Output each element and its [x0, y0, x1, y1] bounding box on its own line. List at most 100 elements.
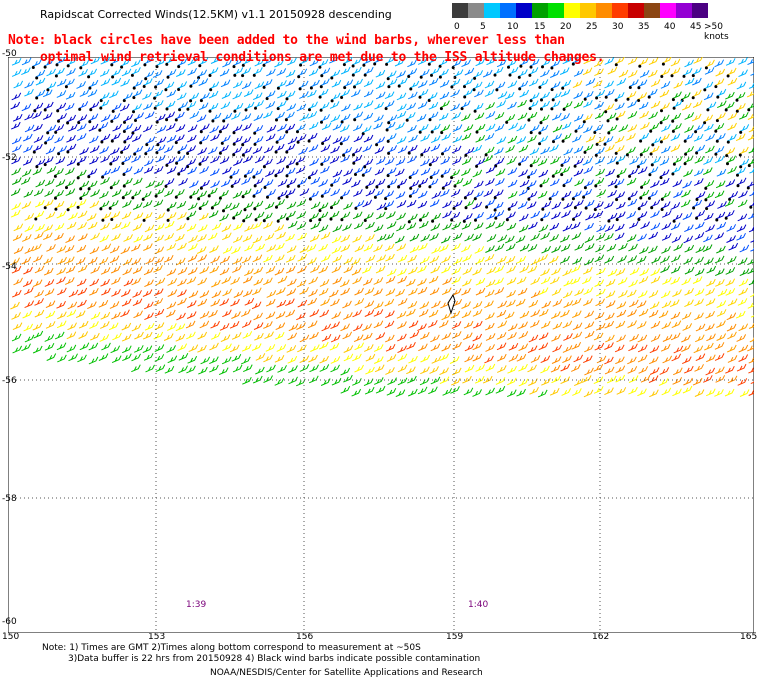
contamination-dot: [198, 207, 202, 210]
wind-barb: [230, 298, 240, 307]
wind-barb: [581, 375, 592, 383]
wind-barb: [584, 235, 595, 243]
wind-barb: [197, 254, 208, 263]
wind-barb: [186, 210, 197, 219]
wind-barb: [309, 234, 320, 242]
wind-barb: [287, 57, 297, 66]
wind-barb: [748, 226, 754, 233]
wind-barb: [573, 91, 584, 99]
wind-barb: [594, 111, 605, 120]
wind-barb: [563, 333, 573, 341]
wind-barb: [463, 387, 474, 396]
wind-barb: [614, 232, 625, 241]
wind-barb: [583, 166, 594, 174]
wind-barb: [607, 178, 618, 187]
wind-barb: [551, 288, 562, 296]
contamination-dot: [351, 73, 355, 77]
wind-barb: [100, 78, 111, 87]
wind-barb: [219, 156, 230, 165]
contamination-dot: [615, 198, 619, 202]
wind-barb: [452, 124, 463, 132]
wind-barb: [615, 365, 626, 374]
wind-barb: [519, 310, 530, 319]
wind-barb: [286, 201, 297, 210]
wind-barb: [285, 78, 296, 87]
wind-barb: [45, 321, 56, 329]
wind-barb: [287, 220, 298, 229]
wind-barb: [285, 69, 296, 78]
contamination-dot: [299, 63, 303, 67]
contamination-dot: [672, 106, 676, 110]
contamination-dot: [473, 197, 477, 201]
wind-barb: [681, 92, 691, 100]
wind-barb: [244, 224, 254, 232]
contamination-dot: [571, 197, 575, 201]
wind-barb: [540, 146, 550, 155]
wind-barb: [332, 224, 343, 233]
wind-barb: [573, 100, 584, 109]
contamination-dot: [43, 65, 47, 69]
wind-barb: [485, 387, 495, 396]
wind-barb: [364, 309, 375, 317]
contamination-dot: [639, 153, 643, 157]
wind-barb: [340, 323, 350, 332]
wind-barb: [473, 102, 484, 111]
wind-barb: [144, 322, 155, 331]
wind-barb: [111, 355, 122, 364]
wind-barb: [714, 146, 725, 154]
wind-barb: [210, 320, 220, 329]
legend-swatch: [612, 3, 628, 18]
wind-barb: [308, 121, 319, 130]
contamination-dot: [438, 75, 442, 79]
wind-barb: [528, 334, 539, 343]
wind-barb: [715, 366, 725, 375]
wind-barb: [387, 114, 398, 123]
wind-barb: [342, 300, 352, 309]
contamination-dot: [35, 96, 39, 100]
wind-barb: [11, 57, 22, 66]
wind-barb: [485, 178, 495, 186]
contamination-dot: [625, 153, 629, 157]
wind-barb: [560, 363, 571, 372]
wind-barb: [56, 342, 67, 351]
contamination-dot: [593, 131, 597, 134]
contamination-dot: [507, 65, 510, 69]
contamination-dot: [450, 176, 454, 180]
contamination-dot: [276, 86, 280, 90]
wind-barb: [98, 353, 109, 361]
wind-barb: [429, 255, 440, 264]
wind-barb: [384, 157, 395, 166]
wind-barb: [406, 102, 417, 111]
wind-barb: [24, 213, 35, 221]
wind-barb: [682, 323, 693, 331]
wind-barb: [208, 210, 219, 218]
wind-barb: [110, 345, 121, 354]
wind-barb: [593, 124, 604, 132]
contamination-dot: [66, 64, 70, 68]
wind-barb: [24, 246, 35, 254]
wind-barb: [175, 134, 185, 143]
wind-barb: [628, 70, 638, 78]
wind-barb: [648, 190, 658, 198]
contamination-dot: [110, 139, 114, 143]
wind-barb: [747, 345, 754, 352]
wind-barb: [365, 179, 376, 187]
wind-barb: [516, 353, 527, 362]
wind-barb: [538, 342, 549, 351]
wind-barb: [397, 377, 408, 386]
wind-barb: [244, 268, 254, 277]
wind-barb: [263, 354, 273, 363]
wind-barb: [32, 322, 43, 331]
wind-barb: [472, 169, 483, 178]
wind-barb: [384, 320, 395, 329]
contamination-dot: [440, 174, 444, 178]
wind-barb: [120, 144, 131, 152]
contamination-dot: [671, 129, 675, 133]
wind-barb: [43, 256, 53, 265]
wind-barb: [375, 332, 386, 340]
wind-barb: [175, 189, 185, 197]
wind-barb: [54, 223, 65, 231]
wind-barb: [112, 103, 122, 111]
contamination-dot: [208, 74, 212, 77]
wind-barb: [387, 145, 398, 153]
